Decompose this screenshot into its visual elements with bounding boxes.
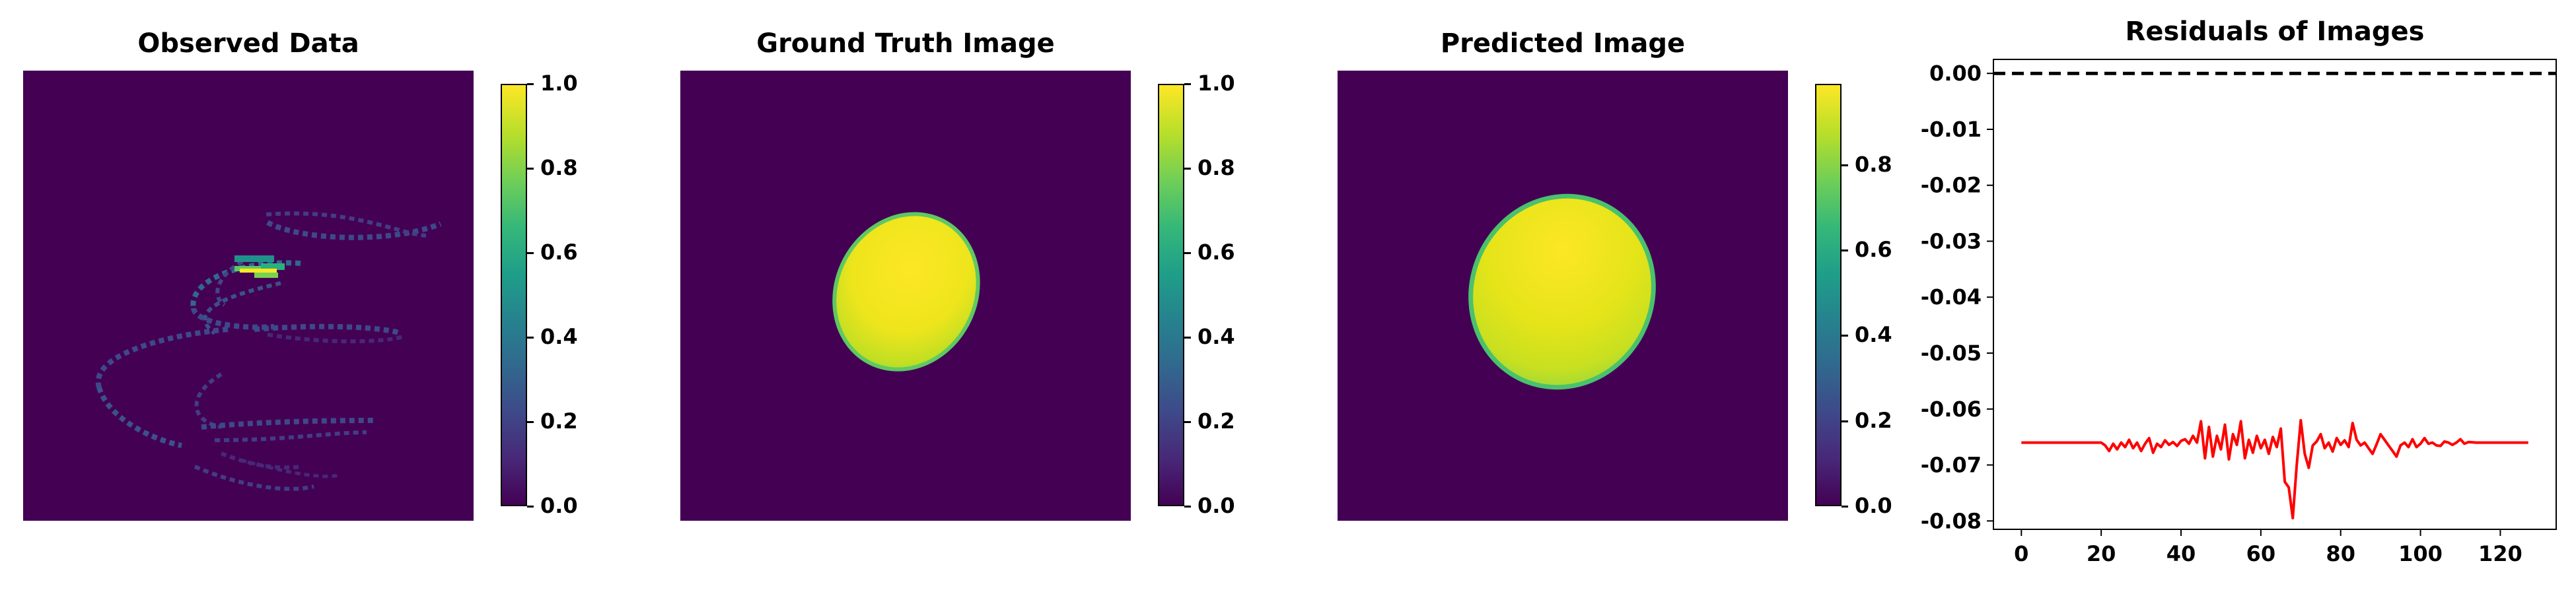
residuals-y-tick-label: -0.08 [1921, 508, 1982, 533]
predicted-colorbar [1815, 84, 1842, 506]
residuals-x-tick-label: 80 [2326, 541, 2355, 566]
predicted-ellipse [1473, 198, 1651, 385]
residuals-y-tick-label: -0.07 [1921, 453, 1982, 478]
observed-arc [267, 333, 406, 344]
observed-hotspot [261, 263, 285, 270]
residuals-y-tick-label: -0.06 [1921, 397, 1982, 422]
residuals-x-tick-label: 60 [2246, 541, 2276, 566]
observed-title: Observed Data [137, 28, 359, 59]
residuals-x-tick-label: 0 [2014, 541, 2028, 566]
residuals-x-tick-label: 20 [2087, 541, 2116, 566]
residuals-x-tick-label: 100 [2398, 541, 2443, 566]
observed-arc [254, 323, 402, 336]
observed-arc [194, 465, 314, 491]
observed-colorbar [501, 84, 527, 506]
observed-arc [201, 418, 374, 430]
observed-arc [203, 281, 281, 335]
observed-arc [190, 260, 301, 309]
residuals-y-tick-label: -0.02 [1921, 173, 1982, 198]
residuals-y-tick-label: -0.05 [1921, 341, 1982, 366]
residuals-y-tick-label: -0.03 [1921, 228, 1982, 253]
ground-truth-colorbar [1158, 84, 1184, 506]
residuals-axes-frame [1993, 59, 2557, 530]
observed-image [23, 71, 474, 521]
residuals-series-line [2021, 418, 2528, 519]
ground-truth-title: Ground Truth Image [756, 28, 1055, 59]
observed-arc [240, 458, 341, 478]
residuals-x-tick-label: 40 [2166, 541, 2196, 566]
observed-arc [214, 430, 367, 442]
predicted-image [1338, 71, 1788, 521]
residuals-y-tick-label: 0.00 [1929, 61, 1982, 86]
observed-hotspot [234, 255, 274, 262]
observed-hotspot [254, 273, 278, 278]
residuals-title: Residuals of Images [2125, 16, 2425, 47]
observed-arc [191, 307, 275, 330]
observed-arc [215, 256, 252, 307]
predicted-title: Predicted Image [1440, 28, 1686, 59]
ground-truth-image [680, 71, 1131, 521]
observed-arc [96, 386, 182, 448]
ground-truth-ellipse [836, 216, 976, 368]
observed-arc [266, 211, 427, 238]
residuals-y-tick-label: -0.04 [1921, 284, 1982, 310]
residuals-y-tick-label: -0.01 [1921, 117, 1982, 142]
observed-arc [95, 327, 229, 389]
observed-hotspot [240, 269, 277, 273]
residuals-x-tick-label: 120 [2478, 541, 2522, 566]
